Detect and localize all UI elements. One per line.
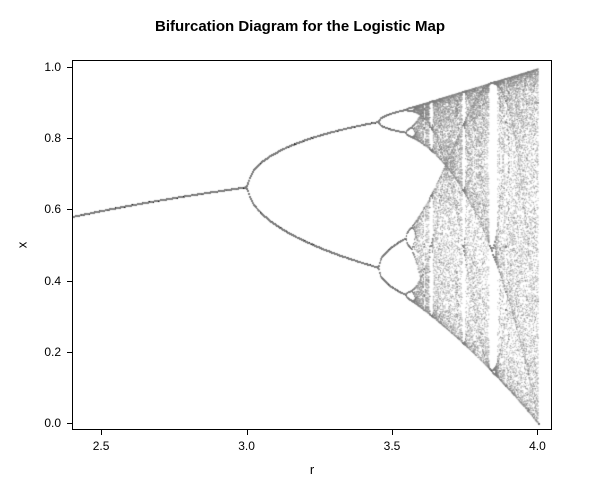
x-tick-label: 2.5 (93, 439, 110, 453)
y-tick-label: 0.6 (44, 202, 61, 216)
y-tick (67, 352, 72, 353)
y-tick (67, 138, 72, 139)
y-tick-label: 0.0 (44, 416, 61, 430)
x-tick (392, 430, 393, 435)
x-tick-label: 3.5 (384, 439, 401, 453)
y-tick-label: 0.4 (44, 274, 61, 288)
x-tick (101, 430, 102, 435)
x-tick-label: 3.0 (238, 439, 255, 453)
x-tick (537, 430, 538, 435)
y-tick (67, 423, 72, 424)
y-tick-label: 1.0 (44, 60, 61, 74)
x-axis-label: r (310, 462, 314, 477)
chart-title: Bifurcation Diagram for the Logistic Map (0, 18, 600, 35)
x-tick-label: 4.0 (529, 439, 546, 453)
y-tick-label: 0.2 (44, 345, 61, 359)
bifurcation-points-canvas (73, 61, 553, 431)
y-tick-label: 0.8 (44, 131, 61, 145)
y-tick (67, 281, 72, 282)
y-axis-label: x (15, 242, 30, 249)
chart-container: Bifurcation Diagram for the Logistic Map… (0, 0, 600, 500)
x-tick (247, 430, 248, 435)
y-tick (67, 67, 72, 68)
y-tick (67, 209, 72, 210)
plot-frame (72, 60, 552, 430)
